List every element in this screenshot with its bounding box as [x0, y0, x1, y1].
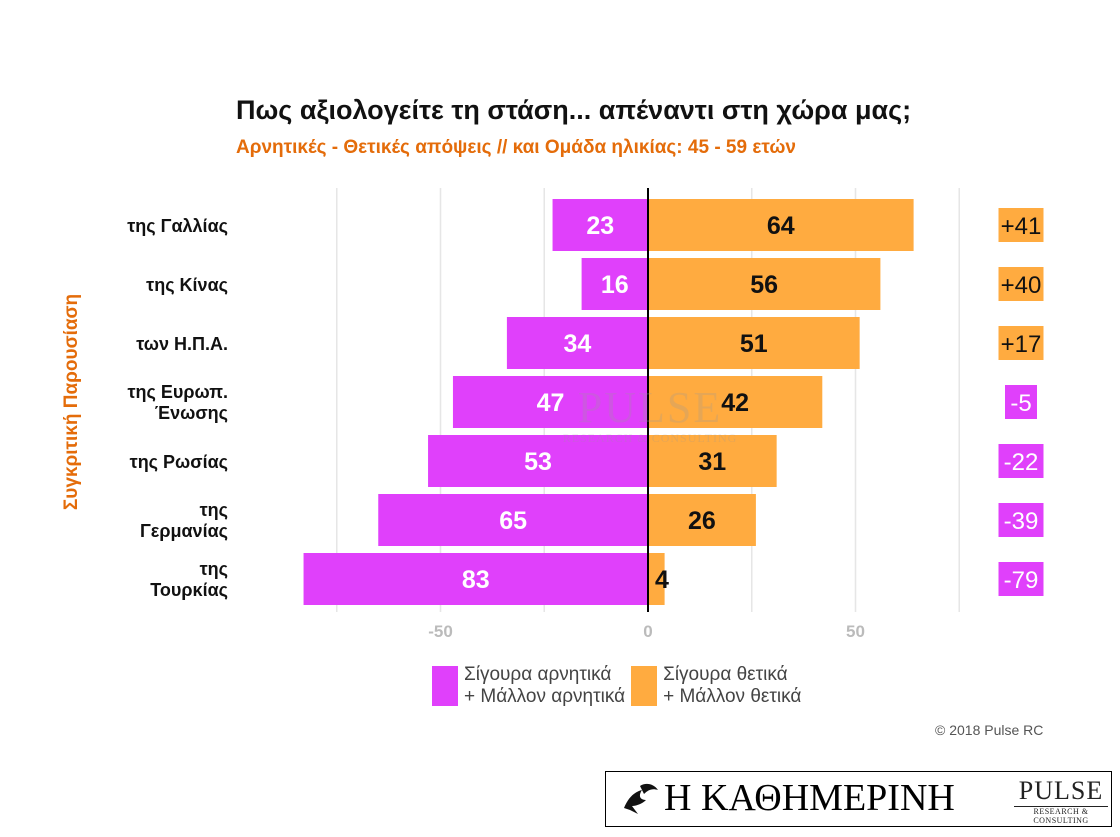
- x-tick-label: -50: [428, 622, 453, 641]
- pulse-logo-main: PULSE: [1018, 776, 1104, 805]
- legend-item-negative: Σίγουρα αρνητικά + Μάλλον αρνητικά: [432, 664, 625, 708]
- chart-subtitle: Αρνητικές - Θετικές απόψεις // και Ομάδα…: [236, 137, 796, 158]
- data-label-positive: 26: [688, 507, 716, 535]
- bar-negative: [303, 553, 648, 605]
- category-label: της Ευρωπ. Ένωσης: [128, 382, 229, 423]
- legend-item-positive: Σίγουρα θετικά + Μάλλον θετικά: [631, 664, 801, 708]
- data-label-positive: 31: [698, 448, 726, 476]
- category-label: της Γερμανίας: [140, 500, 228, 541]
- legend-line1: Σίγουρα θετικά: [663, 664, 788, 685]
- category-label: της Τουρκίας: [150, 559, 228, 600]
- pulse-watermark: PULSE RESEARCH & CONSULTING: [560, 385, 740, 446]
- category-label: της Ρωσίας: [130, 452, 228, 472]
- legend-line2: + Μάλλον θετικά: [663, 686, 802, 707]
- net-value: +17: [1001, 331, 1042, 358]
- pulse-logo: PULSE RESEARCH & CONSULTING: [1014, 776, 1108, 825]
- data-label-negative: 65: [499, 507, 527, 535]
- legend-line2: + Μάλλον αρνητικά: [464, 686, 626, 707]
- bar-negative: [552, 199, 648, 251]
- legend-line1: Σίγουρα αρνητικά: [464, 664, 612, 685]
- x-tick-label: 0: [643, 622, 652, 641]
- net-badge: [998, 208, 1044, 242]
- bar-positive: [648, 435, 777, 487]
- data-label-positive: 51: [740, 330, 768, 358]
- data-label-positive: 42: [721, 389, 749, 417]
- net-badge: [998, 503, 1044, 537]
- data-label-positive: 56: [750, 271, 778, 299]
- data-label-negative: 53: [524, 448, 552, 476]
- watermark-sub: RESEARCH & CONSULTING: [562, 431, 738, 445]
- net-badge: [998, 326, 1044, 360]
- data-label-positive: 64: [767, 212, 795, 240]
- net-badge: [998, 444, 1044, 478]
- category-label: των Η.Π.Α.: [136, 334, 228, 354]
- bar-negative: [581, 258, 648, 310]
- net-value: -79: [1004, 567, 1039, 594]
- category-label: της Κίνας: [146, 275, 228, 295]
- data-label-negative: 47: [537, 389, 565, 417]
- legend-swatch-positive: [631, 666, 658, 706]
- pulse-logo-sub: RESEARCH & CONSULTING: [1014, 806, 1108, 825]
- legend-swatch-negative: [432, 666, 458, 706]
- chart-legend: Σίγουρα αρνητικά + Μάλλον αρνητικά Σίγου…: [432, 664, 801, 708]
- data-label-negative: 83: [462, 566, 490, 594]
- bar-positive: [648, 376, 823, 428]
- data-label-negative: 16: [601, 271, 629, 299]
- bar-positive: [648, 553, 665, 605]
- copyright-text: © 2018 Pulse RC: [935, 722, 1044, 738]
- data-label-negative: 23: [586, 212, 614, 240]
- net-value: -5: [1010, 390, 1031, 417]
- bar-positive: [648, 199, 914, 251]
- kathimerini-logo: Η ΚΑΘΗΜΕΡΙΝΗ: [664, 777, 955, 819]
- net-value: -22: [1004, 449, 1039, 476]
- category-label: της Γαλλίας: [127, 216, 228, 236]
- bar-positive: [648, 317, 860, 369]
- eagle-icon: [624, 783, 658, 814]
- net-badge: [998, 562, 1044, 596]
- net-value: +40: [1001, 272, 1042, 299]
- x-tick-label: 50: [846, 622, 865, 641]
- bar-negative: [378, 494, 648, 546]
- watermark-main: PULSE: [577, 383, 723, 432]
- net-badge: [998, 267, 1044, 301]
- data-label-positive: 4: [655, 566, 669, 594]
- bar-negative: [428, 435, 648, 487]
- net-badge: [1005, 385, 1037, 419]
- chart-title: Πως αξιολογείτε τη στάση... απέναντι στη…: [236, 95, 912, 125]
- legend-text-positive: Σίγουρα θετικά + Μάλλον θετικά: [663, 664, 801, 708]
- bar-negative: [452, 376, 648, 428]
- legend-text-negative: Σίγουρα αρνητικά + Μάλλον αρνητικά: [464, 664, 625, 708]
- bar-positive: [648, 258, 881, 310]
- footer-banner: Η ΚΑΘΗΜΕΡΙΝΗ PULSE RESEARCH & CONSULTING: [605, 771, 1112, 827]
- bar-positive: [648, 494, 756, 546]
- bar-negative: [506, 317, 648, 369]
- net-value: -39: [1004, 508, 1039, 535]
- net-value: +41: [1001, 213, 1042, 240]
- data-label-negative: 34: [564, 330, 592, 358]
